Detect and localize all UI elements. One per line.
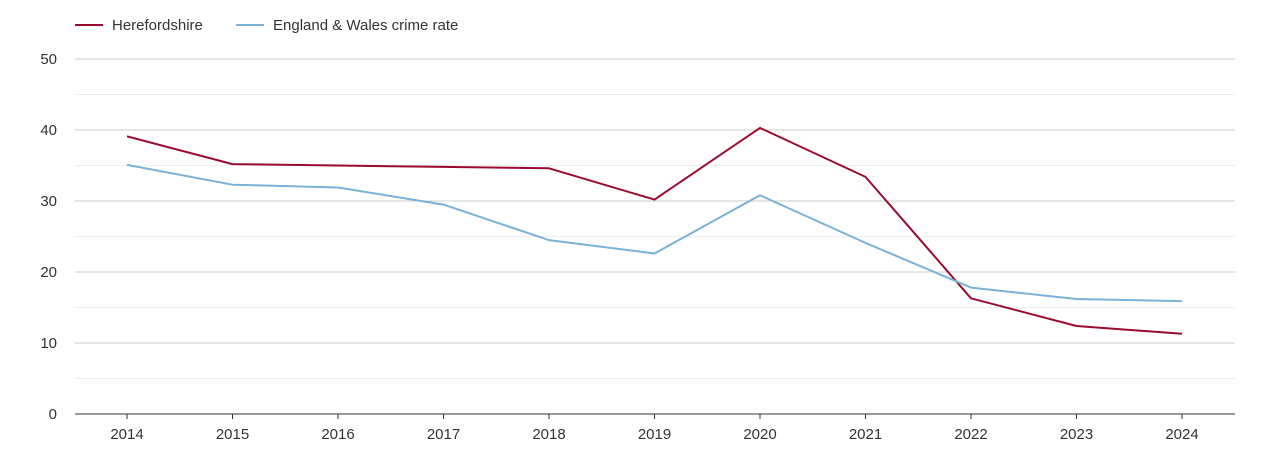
x-tick-label: 2019 [638,426,671,443]
legend-label-herefordshire[interactable]: Herefordshire [112,17,203,34]
x-tick-label: 2021 [849,426,882,443]
legend-label-england-wales[interactable]: England & Wales crime rate [273,17,458,34]
x-tick-label: 2018 [532,426,565,443]
y-axis-ticks: 0 10 20 30 40 50 [40,51,57,423]
y-tick-label: 50 [40,51,57,68]
y-tick-label: 20 [40,264,57,281]
x-tick-label: 2020 [743,426,776,443]
series-lines [126,126,1183,335]
series-line-england-wales[interactable] [126,163,1183,303]
x-tick-label: 2014 [110,426,143,443]
y-tick-label: 40 [40,122,57,139]
grid-lines [75,58,1235,379]
y-tick-label: 10 [40,335,57,352]
y-tick-label: 0 [49,406,57,423]
x-tick-label: 2016 [321,426,354,443]
x-axis: 2014 2015 2016 2017 2018 2019 2020 2021 2022 2023… [75,413,1235,443]
x-tick-label: 2022 [954,426,987,443]
x-tick-label: 2024 [1165,426,1198,443]
x-tick-label: 2017 [427,426,460,443]
series-line-herefordshire[interactable] [126,126,1183,335]
y-tick-label: 30 [40,193,57,210]
x-tick-label: 2023 [1060,426,1093,443]
x-tick-label: 2015 [216,426,249,443]
legend: Herefordshire England & Wales crime rate [75,17,458,34]
